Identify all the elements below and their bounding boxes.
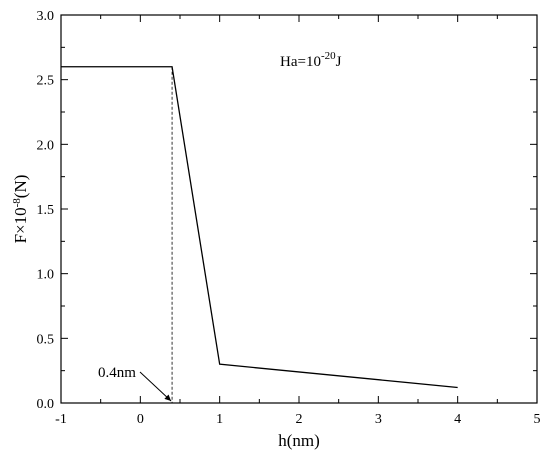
- series-line: [61, 66, 458, 389]
- x-tick-label: 2: [296, 412, 303, 427]
- x-axis-title: h(nm): [278, 431, 320, 450]
- y-tick-label: 2.0: [37, 138, 55, 153]
- y-tick-label: 0.5: [37, 332, 55, 347]
- x-tick-label: 5: [534, 412, 541, 427]
- y-ticks: 0.0 0.5 1.0 1.5 2.0 2.5 3.0: [37, 9, 537, 412]
- y-tick-label: 2.5: [37, 74, 55, 89]
- y-tick-label: 1.5: [37, 203, 55, 218]
- marker-arrow-head: [164, 394, 172, 401]
- x-tick-label: 4: [454, 412, 461, 427]
- series-group: [61, 66, 458, 389]
- x-tick-label: 3: [375, 412, 382, 427]
- y-tick-label: 3.0: [37, 9, 55, 24]
- marker-arrow-line: [139, 371, 172, 402]
- x-ticks: -1 0 1 2 3 4 5: [55, 15, 541, 427]
- y-axis-title: F×10-8(N): [11, 175, 30, 244]
- y-tick-label: 1.0: [37, 268, 55, 283]
- y-tick-label: 0.0: [37, 397, 55, 412]
- hamaker-label: Ha=10-20J: [280, 50, 342, 70]
- x-tick-label: 1: [216, 412, 223, 427]
- marker-label: 0.4nm: [98, 365, 136, 381]
- marker-group: [139, 66, 173, 403]
- plot-frame: [60, 14, 538, 404]
- x-tick-label: 0: [137, 412, 144, 427]
- x-tick-label: -1: [55, 412, 67, 427]
